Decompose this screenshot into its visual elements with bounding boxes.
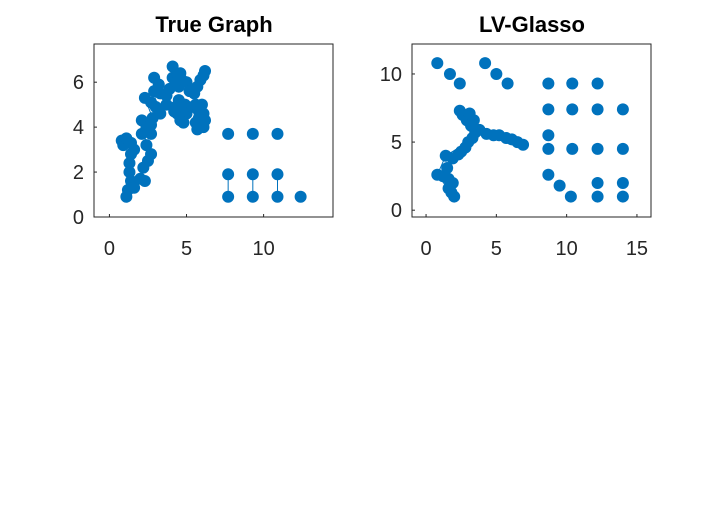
y-tick-label: 6 (73, 72, 84, 94)
x-tick-label: 0 (420, 238, 431, 260)
graph-node (448, 190, 461, 203)
y-axis: 0 5 10 (380, 64, 415, 222)
graph-node (616, 103, 629, 116)
y-tick-label: 5 (391, 132, 402, 154)
y-tick-label: 10 (380, 64, 402, 86)
x-axis: 0 5 10 (104, 214, 275, 260)
graph-node (199, 64, 212, 77)
graph-node (145, 127, 158, 140)
node-layer (115, 60, 307, 203)
graph-node (616, 190, 629, 203)
graph-node (123, 166, 136, 179)
x-tick-label: 5 (181, 238, 192, 260)
y-tick-label: 2 (73, 162, 84, 184)
graph-node (168, 105, 181, 118)
chart-title: True Graph (155, 12, 272, 37)
panel-true-graph: True Graph 0 5 10 0 2 4 6 (73, 12, 334, 260)
x-tick-label: 5 (491, 238, 502, 260)
graph-node (431, 57, 444, 70)
graph-node (128, 181, 141, 194)
graph-node (501, 77, 514, 90)
graph-node (591, 176, 604, 189)
node-layer (431, 57, 629, 203)
x-tick-label: 0 (104, 238, 115, 260)
graph-node (123, 157, 136, 170)
graph-node (222, 127, 235, 140)
y-axis: 0 2 4 6 (73, 72, 97, 229)
graph-node (566, 142, 579, 155)
graph-node (443, 67, 456, 80)
graph-node (542, 77, 555, 90)
graph-node (125, 148, 138, 161)
graph-node (246, 127, 259, 140)
graph-node (542, 103, 555, 116)
graph-node (148, 71, 161, 84)
graph-node (195, 98, 208, 111)
y-tick-label: 0 (73, 207, 84, 229)
chart-title: LV-Glasso (479, 12, 585, 37)
graph-node (453, 104, 466, 117)
graph-node (591, 142, 604, 155)
graph-node (591, 190, 604, 203)
graph-node (271, 168, 284, 181)
graph-node (120, 190, 133, 203)
graph-node (222, 168, 235, 181)
graph-node (140, 139, 153, 152)
graph-node (542, 142, 555, 155)
graph-node (246, 190, 259, 203)
graph-node (566, 103, 579, 116)
graph-node (145, 148, 158, 161)
graph-node (564, 190, 577, 203)
graph-node (177, 116, 190, 129)
graph-node (591, 103, 604, 116)
graph-node (222, 190, 235, 203)
graph-node (160, 98, 173, 111)
x-tick-label: 10 (252, 238, 274, 260)
y-tick-label: 0 (391, 200, 402, 222)
graph-node (542, 129, 555, 142)
axes-box (93, 43, 334, 218)
graph-node (453, 77, 466, 90)
graph-node (246, 168, 259, 181)
graph-node (154, 107, 167, 120)
graph-node (138, 175, 151, 188)
graph-node (591, 77, 604, 90)
graph-node (517, 138, 530, 151)
graph-node (191, 123, 204, 136)
x-axis: 0 5 10 15 (420, 214, 648, 260)
graph-node (271, 127, 284, 140)
graph-node (271, 190, 284, 203)
graph-node (542, 168, 555, 181)
graph-node (616, 176, 629, 189)
x-tick-label: 10 (556, 238, 578, 260)
graph-node (294, 190, 307, 203)
graph-node (479, 57, 492, 70)
y-tick-label: 4 (73, 117, 84, 139)
x-tick-label: 15 (626, 238, 648, 260)
graph-node (553, 179, 566, 192)
graph-node (441, 161, 454, 174)
graph-node (166, 60, 179, 73)
graph-node (467, 114, 480, 127)
graph-node (490, 67, 503, 80)
graph-node (566, 77, 579, 90)
panel-lv-glasso: LV-Glasso 0 5 10 15 0 5 10 (380, 12, 652, 260)
axes-box (411, 43, 652, 218)
graph-node (616, 142, 629, 155)
